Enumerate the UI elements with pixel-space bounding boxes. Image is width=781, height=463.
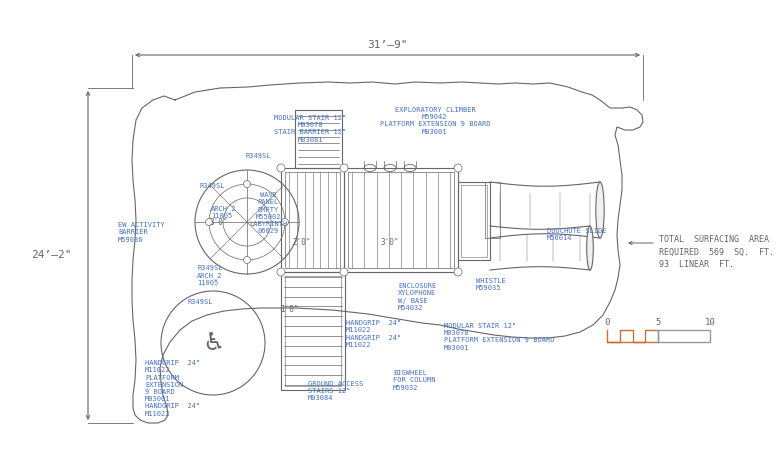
Circle shape: [277, 268, 285, 276]
Bar: [295, 110, 342, 168]
Ellipse shape: [596, 182, 604, 238]
Text: 2'0": 2'0": [293, 238, 312, 247]
Text: HANDGRIP  24"
M11022
HANDGRIP  24"
M11022: HANDGRIP 24" M11022 HANDGRIP 24" M11022: [346, 320, 401, 348]
Text: ARCH_2
11005: ARCH_2 11005: [211, 205, 237, 219]
Circle shape: [281, 219, 288, 225]
Bar: [485, 182, 500, 238]
Text: GROUND ACCESS
STAIRS 12"
M03084: GROUND ACCESS STAIRS 12" M03084: [308, 381, 363, 401]
Text: ENCLOSURE
XYLOPHONE
W/ BASE
M54032: ENCLOSURE XYLOPHONE W/ BASE M54032: [398, 283, 437, 311]
Text: WAVE
PANEL
EMPTY
M55002
LABYRINTH
06029: WAVE PANEL EMPTY M55002 LABYRINTH 06029: [249, 192, 287, 234]
Bar: [285, 276, 341, 386]
Text: 24’–2": 24’–2": [31, 250, 72, 261]
Text: EXPLORATORY CLIMBER
M59042
PLATFORM EXTENSION 9 BOARD
M03001: EXPLORATORY CLIMBER M59042 PLATFORM EXTE…: [380, 107, 490, 135]
Text: 5: 5: [655, 318, 661, 327]
Text: R349SL: R349SL: [246, 153, 272, 159]
Text: R349SL: R349SL: [200, 183, 226, 189]
Bar: [344, 168, 458, 272]
Bar: [458, 182, 490, 260]
Text: TOTAL  SURFACING  AREA
REQUIRED  569  SQ.  FT.
93  LINEAR  FT.: TOTAL SURFACING AREA REQUIRED 569 SQ. FT…: [659, 235, 774, 269]
Text: WHISTLE
M59035: WHISTLE M59035: [476, 278, 506, 291]
Bar: [281, 272, 345, 390]
Text: BIGWHEEL
FOR COLUMN
M59032: BIGWHEEL FOR COLUMN M59032: [393, 370, 436, 390]
Text: HANDGRIP  24"
M11022
PLATFORM
EXTENSION
9 BOARD
M03001
HANDGRIP  24"
M11022: HANDGRIP 24" M11022 PLATFORM EXTENSION 9…: [145, 360, 200, 417]
Text: 31’–9": 31’–9": [367, 40, 408, 50]
Bar: [348, 172, 454, 268]
Circle shape: [340, 164, 348, 172]
Text: EW ACTIVITY
BARRIER
M59036: EW ACTIVITY BARRIER M59036: [118, 222, 165, 243]
Circle shape: [340, 268, 348, 276]
Text: ♿: ♿: [201, 331, 224, 355]
Text: DUOCHUTE SLIDE
M56014: DUOCHUTE SLIDE M56014: [547, 228, 607, 241]
Text: 10: 10: [704, 318, 715, 327]
Text: 3'0": 3'0": [381, 238, 399, 247]
Circle shape: [454, 268, 462, 276]
Circle shape: [205, 219, 212, 225]
Circle shape: [244, 257, 251, 263]
Circle shape: [454, 164, 462, 172]
Text: R349SL: R349SL: [188, 299, 213, 305]
Bar: [461, 185, 487, 257]
Ellipse shape: [587, 226, 594, 270]
Text: MODULAR STAIR 12"
M03078
STAIR BARRIER 12"
M03081: MODULAR STAIR 12" M03078 STAIR BARRIER 1…: [274, 115, 346, 143]
Bar: [285, 172, 340, 268]
Text: 1'0": 1'0": [280, 305, 298, 314]
Text: MODULAR STAIR 12"
M03078
PLATFORM EXTENSION 9 BOARD
M03001: MODULAR STAIR 12" M03078 PLATFORM EXTENS…: [444, 323, 555, 351]
Circle shape: [244, 181, 251, 188]
Circle shape: [277, 164, 285, 172]
Bar: [281, 168, 344, 272]
Text: R349SL
ARCH_2
11005: R349SL ARCH_2 11005: [197, 265, 223, 286]
Text: 3'0": 3'0": [210, 218, 228, 227]
Text: 0: 0: [604, 318, 610, 327]
